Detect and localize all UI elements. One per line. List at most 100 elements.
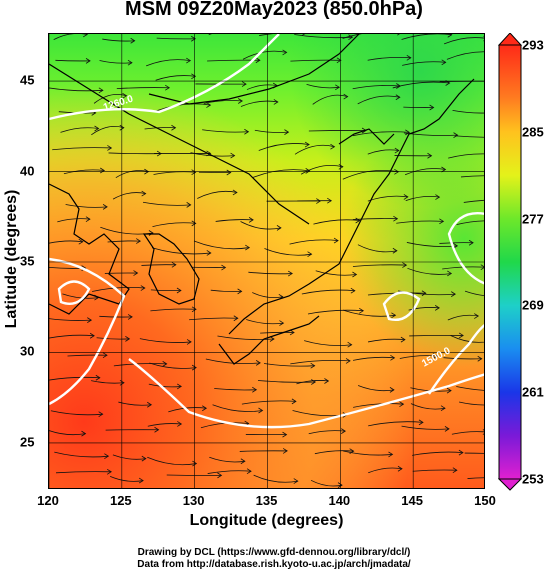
streamline (342, 169, 399, 180)
streamline (315, 270, 357, 276)
streamline-arrow (439, 218, 445, 225)
streamline-arrow (186, 57, 192, 64)
streamline-arrow (191, 35, 196, 42)
x-tick-label: 150 (474, 493, 496, 508)
streamline-arrow (186, 339, 192, 345)
streamline (308, 130, 367, 132)
streamline-arrow (305, 168, 311, 174)
streamline-arrow (89, 332, 95, 339)
streamline-arrow (403, 194, 409, 200)
streamline-arrow (388, 451, 394, 458)
streamline-arrow (206, 102, 212, 108)
streamline-arrow (273, 99, 279, 105)
streamline (443, 37, 484, 45)
streamline-arrow (293, 478, 299, 484)
streamline (352, 131, 410, 137)
y-tick-label: 40 (20, 163, 35, 179)
streamline (152, 222, 196, 228)
streamline (53, 34, 88, 40)
streamline-arrow (324, 378, 330, 384)
streamline (50, 410, 103, 416)
streamline (49, 240, 83, 244)
streamline (91, 126, 124, 136)
streamline (242, 50, 287, 60)
streamline-arrow (389, 387, 395, 393)
streamline-arrow (125, 336, 131, 342)
streamline (150, 308, 197, 312)
streamline-arrow (136, 238, 141, 244)
streamline (357, 385, 394, 392)
streamline (342, 34, 363, 39)
streamline-arrow (258, 407, 264, 414)
streamline (260, 331, 295, 334)
streamline (141, 264, 176, 266)
streamline (313, 219, 360, 225)
streamline-arrow (246, 468, 252, 475)
streamline-arrow (458, 449, 464, 456)
streamline (113, 363, 167, 367)
streamline (307, 309, 364, 315)
streamline (254, 129, 289, 133)
streamline-arrow (85, 58, 91, 64)
streamline (55, 59, 91, 62)
streamline-arrow (148, 230, 154, 236)
streamline (153, 171, 196, 175)
streamline (402, 61, 446, 66)
streamline-arrow (330, 143, 336, 150)
streamline-arrow (395, 94, 401, 101)
streamline (312, 94, 348, 105)
streamline (357, 244, 397, 253)
colorbar-tick-label: 261 (522, 384, 544, 400)
streamline-arrow (119, 124, 125, 131)
streamline-arrow (226, 169, 232, 176)
streamline (314, 450, 354, 455)
streamline (401, 34, 452, 40)
streamline-arrow (427, 152, 433, 159)
streamline (112, 454, 146, 460)
colorbar-tick-label: 277 (522, 211, 544, 227)
streamline-arrow (310, 362, 316, 369)
streamline-arrow (435, 194, 441, 200)
streamline-arrow (453, 132, 459, 138)
streamline-arrow (336, 57, 342, 64)
streamline-arrow (202, 405, 208, 412)
streamline (353, 403, 404, 408)
streamline (202, 129, 249, 133)
streamline-arrow (399, 401, 405, 408)
streamline-arrow (147, 401, 153, 408)
streamline-arrow (177, 421, 183, 427)
streamline (296, 380, 329, 385)
streamline-arrow (85, 216, 91, 223)
streamline-arrow (468, 239, 474, 246)
streamline (118, 401, 152, 406)
streamline-arrow (248, 217, 254, 223)
streamline (368, 467, 403, 474)
streamline (65, 204, 108, 208)
streamline (155, 75, 196, 81)
streamline-arrow (191, 73, 197, 80)
streamline-arrow (359, 307, 364, 314)
streamline-arrow (446, 387, 452, 394)
streamline-arrow (255, 57, 261, 64)
streamline-arrow (78, 238, 84, 245)
height-contours (49, 34, 484, 429)
streamline-arrow (186, 202, 192, 208)
x-tick-label: 140 (328, 493, 351, 508)
streamline (294, 144, 335, 155)
streamline-arrow (217, 472, 223, 479)
streamline-arrow (345, 358, 351, 364)
streamline-arrow (279, 320, 285, 326)
streamline-arrow (406, 54, 412, 61)
y-tick-label: 30 (20, 343, 35, 359)
streamline-arrow (444, 426, 450, 432)
map-plot-area: 1260.0 1500.0 (48, 33, 485, 489)
streamline (301, 289, 355, 295)
streamline-arrow (440, 405, 446, 412)
streamline (412, 451, 463, 456)
streamline (197, 190, 237, 199)
streamline-arrow (176, 383, 182, 390)
streamline-arrow (343, 93, 349, 100)
streamline (60, 127, 99, 133)
streamline-arrow (301, 34, 306, 36)
streamline-arrow (102, 204, 108, 210)
